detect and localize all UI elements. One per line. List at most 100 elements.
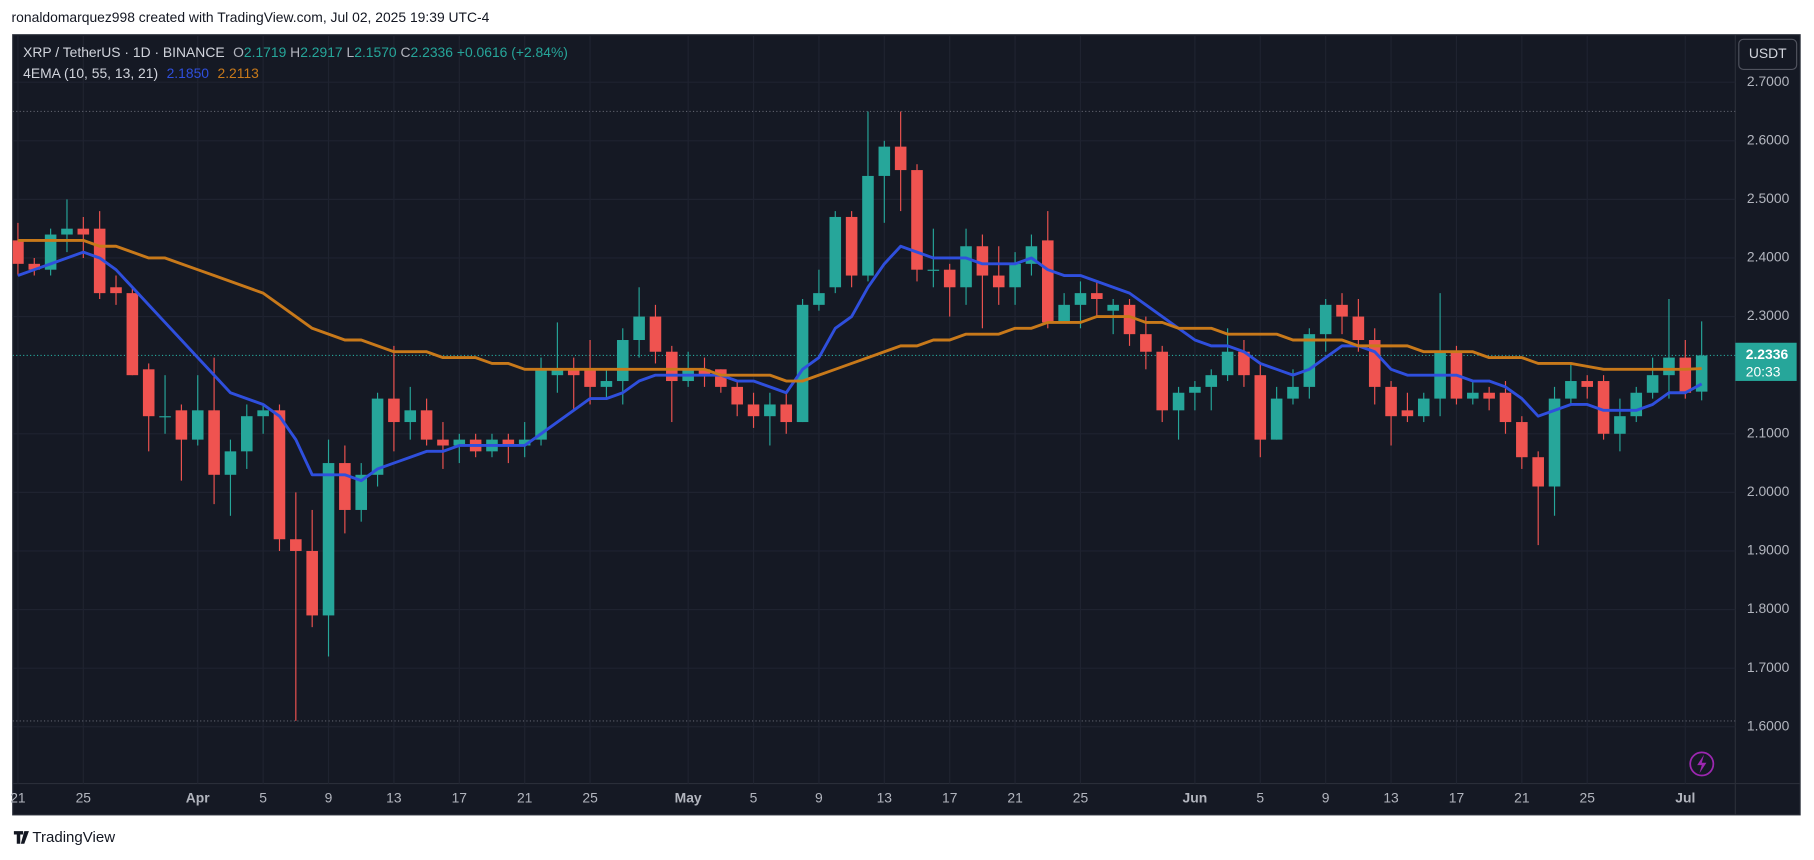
candle-body bbox=[1336, 304, 1348, 317]
candle-body bbox=[241, 416, 253, 452]
candle-body bbox=[1368, 340, 1381, 387]
x-tick-label: 21 bbox=[1007, 789, 1023, 805]
last-price-label: 2.2336 bbox=[1746, 346, 1789, 362]
currency-button[interactable] bbox=[1738, 38, 1798, 71]
candle-body bbox=[208, 410, 220, 475]
x-tick-label: Jul bbox=[1675, 789, 1695, 805]
candle-body bbox=[1695, 355, 1708, 392]
candle-body bbox=[1058, 304, 1070, 323]
candle-body bbox=[437, 439, 449, 446]
candle-body bbox=[1172, 392, 1185, 411]
x-tick-label: May bbox=[675, 789, 702, 805]
x-tick-label: 17 bbox=[942, 789, 958, 805]
legend-indicator: 4EMA (10, 55, 13, 21) 2.1850 2.2113 bbox=[23, 65, 259, 81]
candle-body bbox=[1205, 375, 1218, 387]
candle-body bbox=[894, 146, 907, 171]
y-tick-label: 1.9000 bbox=[1747, 542, 1790, 558]
candle-body bbox=[1238, 351, 1250, 376]
candle-body bbox=[1221, 351, 1234, 376]
candle-body bbox=[600, 381, 613, 387]
x-tick-label: 9 bbox=[1322, 789, 1330, 805]
candle-body bbox=[584, 369, 596, 387]
x-tick-label: 25 bbox=[76, 789, 92, 805]
x-tick-label: 17 bbox=[1449, 789, 1465, 805]
candle-body bbox=[93, 228, 106, 294]
x-tick-label: 13 bbox=[1383, 789, 1399, 805]
candle-body bbox=[567, 369, 580, 376]
alert-icon[interactable] bbox=[1689, 751, 1715, 777]
candle-body bbox=[1074, 293, 1087, 305]
candle-body bbox=[388, 398, 400, 423]
y-tick-label: 2.3000 bbox=[1747, 307, 1790, 323]
candle-body bbox=[1614, 416, 1626, 434]
brand-name: TradingView bbox=[32, 829, 115, 846]
candle-body bbox=[77, 228, 90, 235]
candle-body bbox=[845, 216, 858, 276]
candle-body bbox=[731, 386, 743, 405]
x-tick-label: 25 bbox=[1073, 789, 1089, 805]
axes: 1.6000 1.7000 1.8000 1.9000 2.0000 2.1000 2.30… bbox=[10, 73, 1797, 805]
candle-body bbox=[1548, 398, 1561, 487]
candle-body bbox=[747, 404, 760, 417]
countdown-label: 20:33 bbox=[1746, 364, 1781, 380]
candle-body bbox=[1385, 386, 1397, 417]
candle-body bbox=[1091, 293, 1103, 299]
x-tick-label: 13 bbox=[386, 789, 402, 805]
candle-body bbox=[1401, 410, 1414, 417]
candle-body bbox=[1597, 381, 1610, 434]
candle-body bbox=[273, 410, 286, 540]
y-tick-label: 1.8000 bbox=[1747, 600, 1790, 616]
candle-body bbox=[257, 410, 269, 417]
x-tick-label: 5 bbox=[1256, 789, 1264, 805]
ohlc-value: 2.2336 bbox=[411, 44, 454, 60]
indicator-name: 4EMA (10, 55, 13, 21) bbox=[23, 65, 158, 81]
candle-body bbox=[1532, 457, 1544, 487]
candle-body bbox=[616, 340, 629, 382]
candle-body bbox=[1254, 375, 1267, 440]
candle-body bbox=[911, 170, 923, 270]
ohlc-label: C bbox=[401, 44, 411, 60]
x-tick-label: 17 bbox=[452, 789, 468, 805]
candle-body bbox=[1467, 392, 1479, 399]
candle-body bbox=[290, 539, 302, 551]
change-label: +0.0616 (+2.84%) bbox=[457, 44, 568, 60]
ohlc-label: L bbox=[347, 44, 355, 60]
candle-body bbox=[110, 287, 122, 294]
candle-body bbox=[1041, 240, 1054, 323]
candle-body bbox=[1025, 246, 1038, 264]
candle-body bbox=[420, 410, 433, 440]
candle-body bbox=[1009, 263, 1021, 288]
candle-body bbox=[1189, 386, 1201, 393]
candle-body bbox=[927, 269, 940, 271]
candle-body bbox=[502, 439, 515, 446]
ohlc-label: O bbox=[233, 44, 244, 60]
x-tick-label: 9 bbox=[815, 789, 823, 805]
brand-logo bbox=[13, 831, 29, 844]
candle-body bbox=[1679, 357, 1692, 393]
y-tick-label: 2.6000 bbox=[1747, 131, 1790, 147]
y-tick-label: 2.0000 bbox=[1747, 483, 1790, 499]
candle-body bbox=[1123, 304, 1136, 335]
x-tick-label: 21 bbox=[517, 789, 533, 805]
candle-body bbox=[518, 439, 531, 446]
x-tick-label: 25 bbox=[582, 789, 598, 805]
candle-body bbox=[371, 398, 384, 475]
currency-label: USDT bbox=[1749, 45, 1787, 61]
candle-body bbox=[339, 463, 351, 510]
indicator-value: 2.1850 bbox=[167, 65, 210, 81]
candle-body bbox=[191, 410, 204, 440]
candle-body bbox=[666, 351, 678, 382]
candle-body bbox=[1483, 392, 1495, 399]
candle-body bbox=[780, 404, 793, 423]
x-tick-label: 9 bbox=[325, 789, 333, 805]
candle-body bbox=[1417, 398, 1430, 417]
candle-body bbox=[142, 369, 155, 417]
candle-body bbox=[126, 293, 139, 376]
candle-body bbox=[159, 416, 171, 418]
ema-line bbox=[17, 238, 1702, 383]
x-tick-label: 13 bbox=[877, 789, 893, 805]
indicator-value: 2.2113 bbox=[218, 65, 260, 81]
y-tick-label: 2.5000 bbox=[1747, 190, 1790, 206]
x-tick-label: 5 bbox=[750, 789, 758, 805]
